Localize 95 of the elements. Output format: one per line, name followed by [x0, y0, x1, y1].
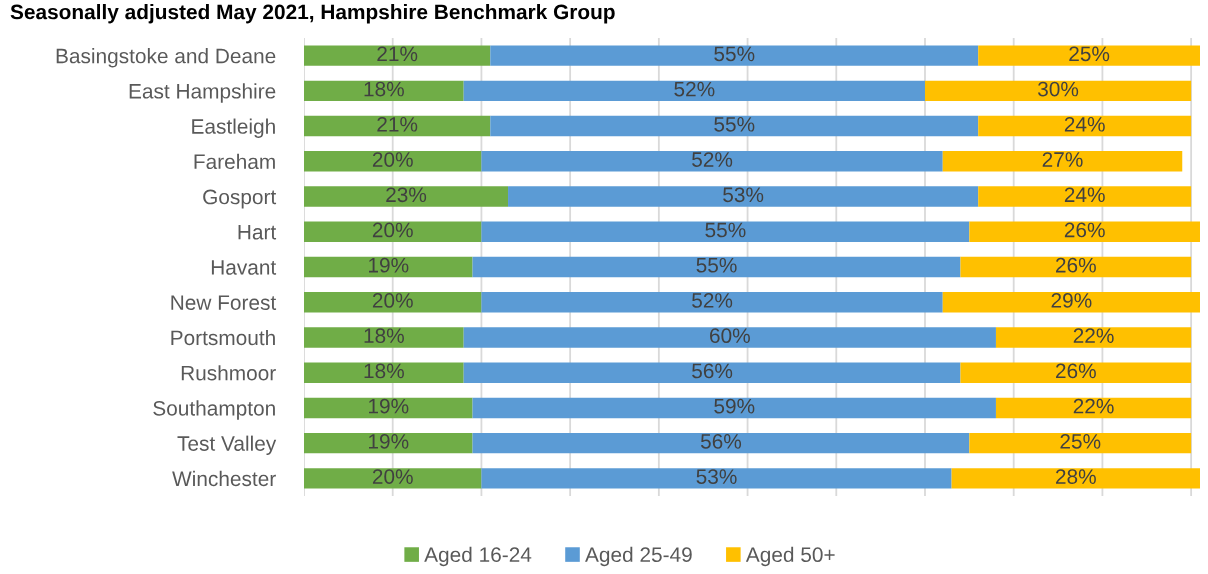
data-label: 55% — [714, 46, 755, 62]
bar — [969, 432, 1192, 454]
bar — [960, 362, 1192, 383]
bar — [304, 115, 491, 137]
bar — [304, 221, 482, 242]
legend-label: Aged 50+ — [745, 546, 835, 567]
data-label: 59% — [714, 398, 755, 414]
data-label: 19% — [369, 433, 409, 449]
chart-title: Seasonally adjusted May 2021, Hampshire Benchmark Group — [10, 4, 615, 24]
data-label: 55% — [714, 117, 755, 132]
data-label: 52% — [692, 152, 733, 167]
bar — [978, 45, 1200, 66]
data-label: 19% — [369, 398, 409, 414]
bar — [304, 432, 473, 454]
y-tick-label: Eastleigh — [192, 118, 275, 138]
bar — [472, 397, 996, 419]
data-label: 22% — [1073, 398, 1114, 414]
data-label: 55% — [696, 257, 737, 273]
bar — [942, 292, 1200, 313]
y-tick-label: Hart — [238, 224, 277, 240]
data-label: 30% — [1038, 81, 1079, 97]
bar — [472, 256, 961, 278]
bar — [463, 362, 961, 383]
y-tick-label: East Hampshire — [129, 83, 276, 103]
data-label: 26% — [1056, 363, 1096, 379]
bar — [481, 468, 952, 489]
bar — [924, 80, 1192, 102]
bar — [978, 186, 1192, 207]
data-label: 20% — [372, 152, 413, 167]
data-label: 20% — [372, 469, 413, 484]
bar — [304, 468, 482, 489]
bar — [304, 186, 509, 207]
bar — [490, 45, 979, 66]
bar — [995, 397, 1192, 419]
bar — [942, 151, 1183, 172]
data-label: 53% — [723, 187, 764, 203]
y-tick-label: Rushmoor — [181, 365, 276, 381]
y-tick-label: New Forest — [171, 295, 277, 310]
y-tick-label: Gosport — [203, 189, 277, 209]
bar — [463, 327, 996, 348]
y-tick-label: Test Valley — [177, 435, 277, 456]
data-label: 19% — [369, 257, 409, 273]
data-label: 27% — [1042, 152, 1083, 167]
data-label: 60% — [710, 328, 750, 344]
legend-label: Aged 25-49 — [585, 546, 692, 567]
data-label: 55% — [705, 222, 746, 238]
data-label: 52% — [674, 81, 715, 97]
bar — [304, 256, 473, 278]
bar — [304, 151, 482, 172]
data-label: 26% — [1056, 257, 1096, 273]
data-label: 25% — [1060, 433, 1101, 449]
data-label: 18% — [364, 328, 404, 344]
y-tick-label: Southampton — [153, 400, 275, 420]
y-tick-label: Portsmouth — [171, 329, 275, 346]
data-label: 25% — [1069, 46, 1110, 62]
bar — [508, 186, 979, 207]
data-label: 53% — [696, 469, 737, 484]
data-label: 24% — [1064, 187, 1105, 203]
bar — [304, 45, 491, 66]
y-tick-label: Winchester — [172, 470, 276, 487]
bar — [490, 115, 979, 137]
data-label: 21% — [377, 46, 418, 62]
data-label: 20% — [372, 222, 413, 238]
data-label: 22% — [1073, 328, 1114, 343]
data-label: 29% — [1051, 293, 1092, 308]
bar — [472, 432, 970, 454]
y-tick-label: Fareham — [194, 153, 275, 170]
bar — [481, 292, 943, 313]
data-label: 56% — [692, 363, 733, 379]
data-label: 52% — [692, 293, 733, 308]
data-label: 18% — [364, 363, 404, 379]
data-label: 18% — [364, 81, 404, 97]
data-label: 28% — [1056, 469, 1096, 484]
bar — [995, 327, 1192, 348]
y-tick-label: Basingstoke and Deane — [56, 48, 276, 68]
y-tick-label: Havant — [211, 260, 277, 275]
data-label: 56% — [700, 433, 742, 449]
bar — [304, 362, 464, 383]
bar — [951, 468, 1200, 489]
bar — [304, 327, 464, 348]
data-label: 21% — [377, 116, 418, 132]
bar — [304, 397, 473, 419]
bar — [969, 221, 1200, 242]
bar — [304, 292, 482, 313]
bar — [463, 80, 925, 102]
bar — [481, 221, 970, 242]
legend-label: Aged 16-24 — [424, 546, 532, 567]
bar — [960, 256, 1192, 278]
bar — [978, 115, 1192, 137]
data-label: 23% — [386, 187, 427, 203]
data-label: 26% — [1064, 222, 1105, 238]
data-label: 24% — [1064, 116, 1105, 132]
bar — [481, 151, 943, 172]
bar — [304, 80, 464, 102]
data-label: 20% — [372, 293, 413, 308]
